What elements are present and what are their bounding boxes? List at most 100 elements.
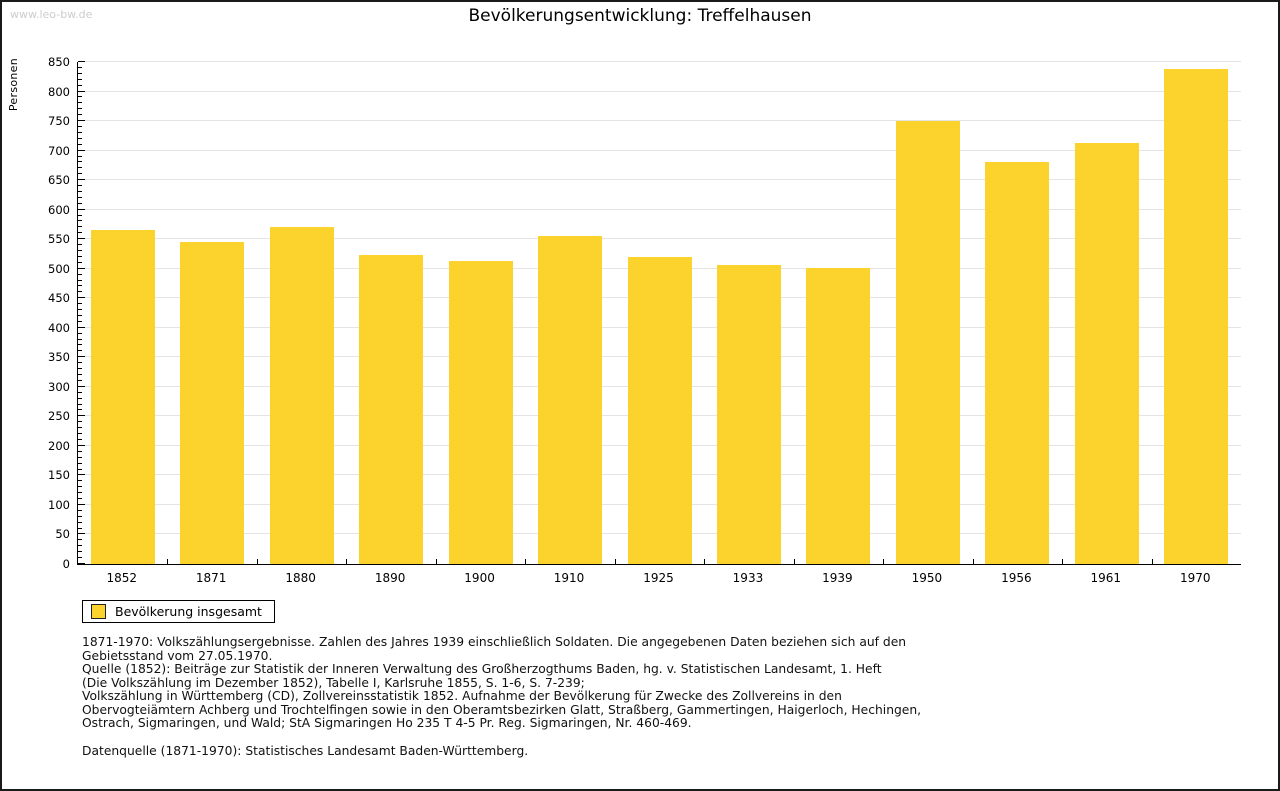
y-minor-tick bbox=[78, 220, 82, 222]
y-minor-tick bbox=[78, 185, 82, 187]
chart-title: Bevölkerungsentwicklung: Treffelhausen bbox=[468, 6, 812, 26]
footnote-line: Gebietsstand vom 27.05.1970. bbox=[82, 648, 273, 663]
y-minor-tick bbox=[78, 427, 82, 429]
y-minor-tick bbox=[78, 66, 82, 68]
y-tick-label-550: 550 bbox=[48, 232, 70, 247]
x-boundary-tick bbox=[256, 559, 258, 564]
x-boundary-tick bbox=[435, 559, 437, 564]
site-watermark: www.leo-bw.de bbox=[10, 8, 93, 21]
x-tick-label-1910: 1910 bbox=[553, 571, 585, 585]
y-minor-tick bbox=[78, 96, 82, 98]
y-minor-tick bbox=[78, 255, 82, 257]
y-tick-label-400: 400 bbox=[48, 320, 70, 335]
y-minor-tick bbox=[78, 521, 82, 523]
gridline-550 bbox=[78, 238, 1241, 240]
y-minor-tick bbox=[78, 309, 82, 311]
y-tick-label-750: 750 bbox=[48, 114, 70, 129]
y-tick-label-450: 450 bbox=[48, 291, 70, 306]
y-tick-label-850: 850 bbox=[48, 55, 70, 69]
y-minor-tick bbox=[78, 202, 82, 204]
y-minor-tick bbox=[78, 557, 82, 559]
y-tick-label-50: 50 bbox=[55, 527, 70, 542]
x-tick-label-1890: 1890 bbox=[374, 571, 406, 585]
x-tick-label-1933: 1933 bbox=[732, 571, 764, 585]
x-axis-tick-labels: 1852 1871 1880 1890 1900 1910 1925 1933 1939 1950… bbox=[77, 570, 1240, 586]
y-minor-tick bbox=[78, 527, 82, 529]
legend-label: Bevölkerung insgesamt bbox=[115, 604, 262, 619]
gridline-600 bbox=[78, 208, 1241, 210]
bar-1956 bbox=[985, 161, 1050, 564]
y-tick-label-100: 100 bbox=[48, 497, 70, 512]
y-minor-tick bbox=[78, 338, 82, 340]
x-boundary-tick bbox=[614, 559, 616, 564]
y-minor-tick bbox=[78, 391, 82, 393]
y-minor-tick bbox=[78, 167, 82, 169]
y-minor-tick bbox=[78, 498, 82, 500]
y-major-tick bbox=[78, 267, 85, 269]
bar-1910 bbox=[538, 236, 603, 564]
y-minor-tick bbox=[78, 155, 82, 157]
y-major-tick bbox=[78, 120, 85, 122]
y-tick-label-300: 300 bbox=[48, 379, 70, 394]
y-major-tick bbox=[78, 503, 85, 505]
footnotes: 1871-1970: Volkszählungsergebnisse. Zahl… bbox=[82, 635, 1162, 758]
y-major-tick bbox=[78, 385, 85, 387]
y-tick-label-800: 800 bbox=[48, 84, 70, 99]
bar-1939 bbox=[806, 267, 871, 564]
y-minor-tick bbox=[78, 433, 82, 435]
y-major-tick bbox=[78, 356, 85, 358]
y-tick-label-350: 350 bbox=[48, 350, 70, 365]
y-tick-label-200: 200 bbox=[48, 438, 70, 453]
y-minor-tick bbox=[78, 125, 82, 127]
y-major-tick bbox=[78, 179, 85, 181]
y-minor-tick bbox=[78, 515, 82, 517]
y-minor-tick bbox=[78, 250, 82, 251]
y-minor-tick bbox=[78, 285, 82, 287]
y-tick-label-600: 600 bbox=[48, 202, 70, 217]
bar-1900 bbox=[448, 261, 513, 564]
footnote-line: Quelle (1852): Beiträge zur Statistik de… bbox=[82, 662, 882, 676]
y-minor-tick bbox=[78, 261, 82, 263]
legend: Bevölkerung insgesamt bbox=[82, 600, 275, 623]
datasource-line: Datenquelle (1871-1970): Statistisches L… bbox=[82, 743, 529, 758]
y-major-tick bbox=[78, 90, 85, 92]
x-boundary-tick bbox=[704, 559, 706, 564]
y-minor-tick bbox=[78, 84, 82, 86]
y-minor-tick bbox=[78, 214, 82, 216]
bar-1880 bbox=[269, 226, 334, 564]
x-tick-label-1961: 1961 bbox=[1090, 571, 1122, 585]
y-minor-tick bbox=[78, 509, 82, 511]
y-minor-tick bbox=[78, 161, 82, 163]
y-minor-tick bbox=[78, 462, 82, 464]
footnote-line: Ostrach, Sigmaringen, und Wald; StA Sigm… bbox=[82, 716, 692, 730]
x-tick-label-1956: 1956 bbox=[1001, 571, 1032, 585]
bar-1925 bbox=[627, 256, 692, 564]
y-minor-tick bbox=[78, 279, 82, 281]
y-minor-tick bbox=[78, 232, 82, 234]
y-minor-tick bbox=[78, 196, 82, 198]
y-minor-tick bbox=[78, 539, 82, 541]
y-minor-tick bbox=[78, 78, 82, 80]
x-tick-label-1852: 1852 bbox=[106, 571, 137, 585]
y-major-tick bbox=[78, 415, 85, 417]
y-minor-tick bbox=[78, 480, 82, 482]
y-minor-tick bbox=[78, 102, 82, 104]
y-minor-tick bbox=[78, 131, 82, 133]
x-boundary-tick bbox=[167, 559, 169, 564]
y-major-tick bbox=[78, 474, 85, 476]
y-tick-label-500: 500 bbox=[48, 261, 70, 276]
y-minor-tick bbox=[78, 244, 82, 246]
x-boundary-tick bbox=[1151, 559, 1153, 564]
y-minor-tick bbox=[78, 226, 82, 228]
gridline-650 bbox=[78, 179, 1241, 181]
y-major-tick bbox=[78, 61, 85, 62]
y-minor-tick bbox=[78, 320, 82, 322]
x-boundary-tick bbox=[525, 559, 527, 564]
footnote-line: 1871-1970: Volkszählungsergebnisse. Zahl… bbox=[82, 635, 907, 649]
y-minor-tick bbox=[78, 368, 82, 370]
y-major-tick bbox=[78, 563, 85, 564]
y-minor-tick bbox=[78, 403, 82, 405]
footnote-line: Obervogteiämtern Achberg und Trochtelfin… bbox=[82, 702, 922, 717]
gridline-850 bbox=[78, 61, 1241, 62]
